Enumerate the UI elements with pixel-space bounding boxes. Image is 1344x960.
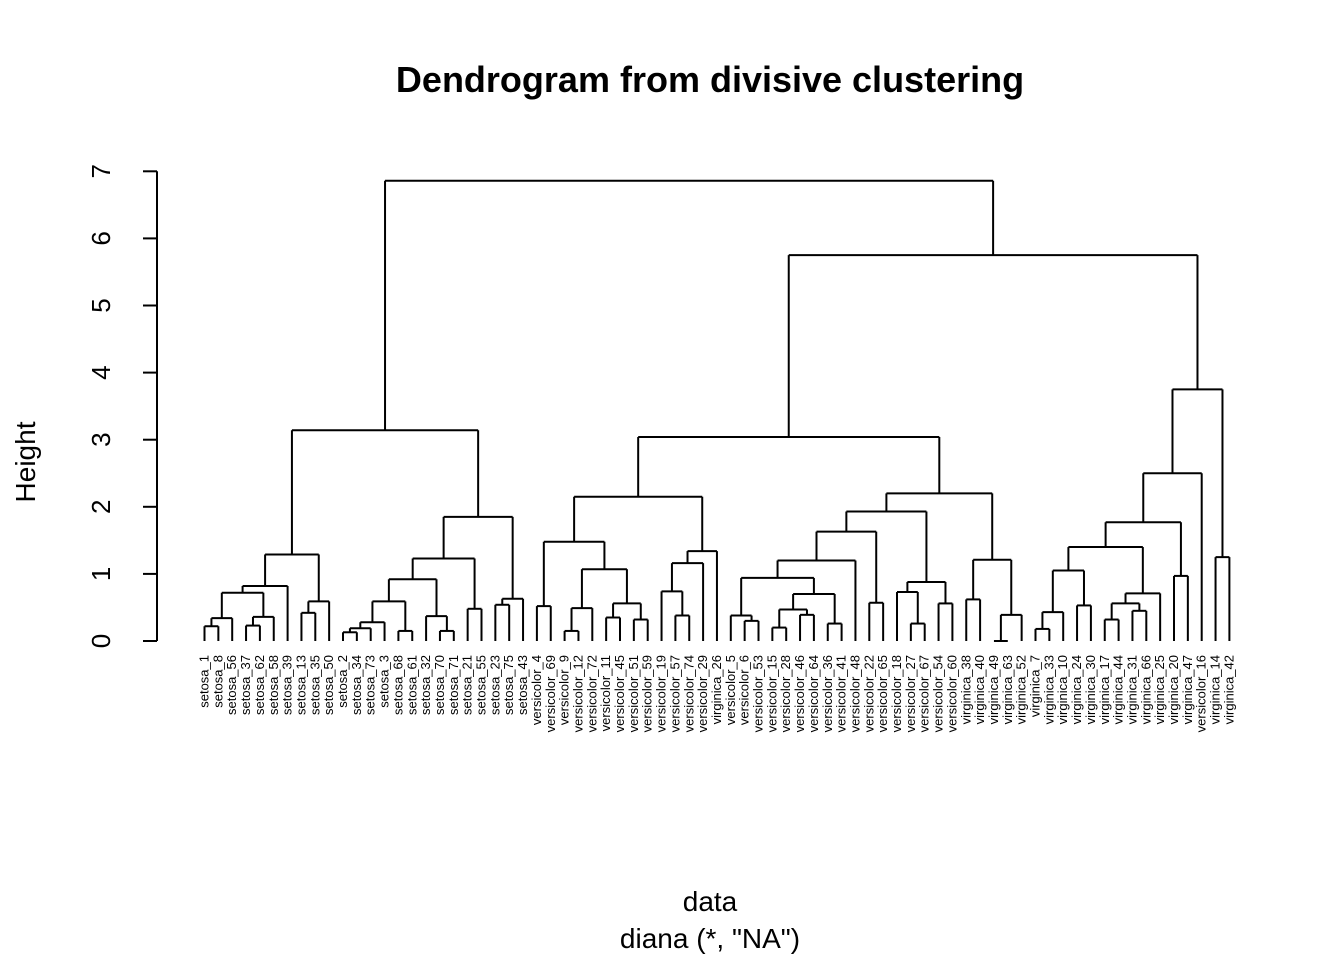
leaf-label: virginica_33: [1041, 655, 1056, 724]
leaf-label: setosa_13: [293, 655, 308, 715]
leaf-label: setosa_62: [252, 655, 267, 715]
leaf-label: versicolor_36: [820, 655, 835, 732]
leaf-label: versicolor_41: [834, 655, 849, 732]
leaf-label: setosa_73: [363, 655, 378, 715]
y-tick-label: 4: [86, 365, 116, 379]
leaf-label: versicolor_9: [557, 655, 572, 725]
leaf-label: setosa_23: [487, 655, 502, 715]
leaf-label: setosa_61: [404, 655, 419, 715]
y-tick-label: 6: [86, 231, 116, 245]
leaf-label: virginica_42: [1221, 655, 1236, 724]
leaf-label: virginica_7: [1028, 655, 1043, 717]
leaf-label: virginica_20: [1166, 655, 1181, 724]
x-axis-subtitle: diana (*, "NA"): [620, 923, 800, 954]
leaf-label: versicolor_15: [764, 655, 779, 732]
chart-title: Dendrogram from divisive clustering: [396, 59, 1024, 100]
leaf-label: versicolor_12: [570, 655, 585, 732]
leaf-label: versicolor_19: [654, 655, 669, 732]
leaf-label: versicolor_67: [917, 655, 932, 732]
leaf-label: versicolor_46: [792, 655, 807, 732]
leaf-label: virginica_40: [972, 655, 987, 724]
leaf-label: versicolor_18: [889, 655, 904, 732]
leaf-label: versicolor_48: [847, 655, 862, 732]
leaf-label: setosa_8: [210, 655, 225, 708]
leaf-label: setosa_34: [349, 655, 364, 715]
leaf-label: versicolor_60: [944, 655, 959, 732]
leaf-label: setosa_37: [238, 655, 253, 715]
leaf-label: virginica_47: [1180, 655, 1195, 724]
leaf-label: setosa_71: [446, 655, 461, 715]
leaf-label: versicolor_74: [681, 655, 696, 732]
leaf-label: setosa_75: [501, 655, 516, 715]
leaf-label: versicolor_45: [612, 655, 627, 732]
leaf-label: versicolor_22: [861, 655, 876, 732]
leaf-label: virginica_26: [709, 655, 724, 724]
leaf-label: setosa_32: [418, 655, 433, 715]
leaf-label: setosa_56: [224, 655, 239, 715]
leaf-label: versicolor_59: [640, 655, 655, 732]
leaf-label: virginica_38: [958, 655, 973, 724]
leaf-label: versicolor_27: [903, 655, 918, 732]
leaf-label: virginica_17: [1097, 655, 1112, 724]
leaf-label: versicolor_54: [931, 655, 946, 732]
leaf-label: virginica_31: [1124, 655, 1139, 724]
leaf-label: virginica_49: [986, 655, 1001, 724]
leaf-label: versicolor_5: [723, 655, 738, 725]
leaf-label: setosa_68: [390, 655, 405, 715]
leaf-labels: setosa_1setosa_8setosa_56setosa_37setosa…: [197, 655, 1237, 732]
leaf-label: versicolor_65: [875, 655, 890, 732]
y-tick-label: 0: [86, 634, 116, 648]
leaf-label: setosa_43: [515, 655, 530, 715]
leaf-label: virginica_14: [1208, 655, 1223, 724]
leaf-label: virginica_10: [1055, 655, 1070, 724]
leaf-label: virginica_52: [1014, 655, 1029, 724]
leaf-label: versicolor_72: [584, 655, 599, 732]
leaf-label: setosa_50: [321, 655, 336, 715]
leaf-label: virginica_44: [1111, 655, 1126, 724]
leaf-label: setosa_58: [266, 655, 281, 715]
leaf-label: versicolor_57: [667, 655, 682, 732]
leaf-label: versicolor_64: [806, 655, 821, 732]
leaf-label: setosa_35: [307, 655, 322, 715]
y-tick-label: 2: [86, 500, 116, 514]
leaf-label: versicolor_28: [778, 655, 793, 732]
y-axis: 0 1 2 3 4 5 6 7: [86, 164, 158, 648]
leaf-label: versicolor_11: [598, 655, 613, 731]
leaf-label: setosa_39: [280, 655, 295, 715]
leaf-label: versicolor_6: [737, 655, 752, 725]
x-axis-label: data: [683, 886, 738, 917]
leaf-label: setosa_21: [460, 655, 475, 715]
y-tick-label: 1: [86, 567, 116, 581]
dendrogram-tree: [203, 179, 1231, 642]
leaf-label: setosa_3: [377, 655, 392, 708]
leaf-label: versicolor_69: [543, 655, 558, 732]
leaf-label: setosa_1: [197, 655, 212, 708]
leaf-label: setosa_2: [335, 655, 350, 708]
leaf-label: versicolor_51: [626, 655, 641, 732]
leaf-label: setosa_70: [432, 655, 447, 715]
leaf-label: virginica_63: [1000, 655, 1015, 724]
leaf-label: virginica_30: [1083, 655, 1098, 724]
leaf-label: virginica_24: [1069, 655, 1084, 724]
leaf-label: versicolor_16: [1194, 655, 1209, 732]
y-tick-label: 5: [86, 298, 116, 312]
leaf-label: versicolor_4: [529, 655, 544, 725]
leaf-label: virginica_25: [1152, 655, 1167, 724]
y-tick-label: 3: [86, 432, 116, 446]
leaf-label: virginica_66: [1138, 655, 1153, 724]
y-axis-label: Height: [10, 421, 41, 502]
leaf-label: versicolor_53: [751, 655, 766, 732]
leaf-label: setosa_55: [474, 655, 489, 715]
y-tick-label: 7: [86, 164, 116, 178]
leaf-label: versicolor_29: [695, 655, 710, 732]
